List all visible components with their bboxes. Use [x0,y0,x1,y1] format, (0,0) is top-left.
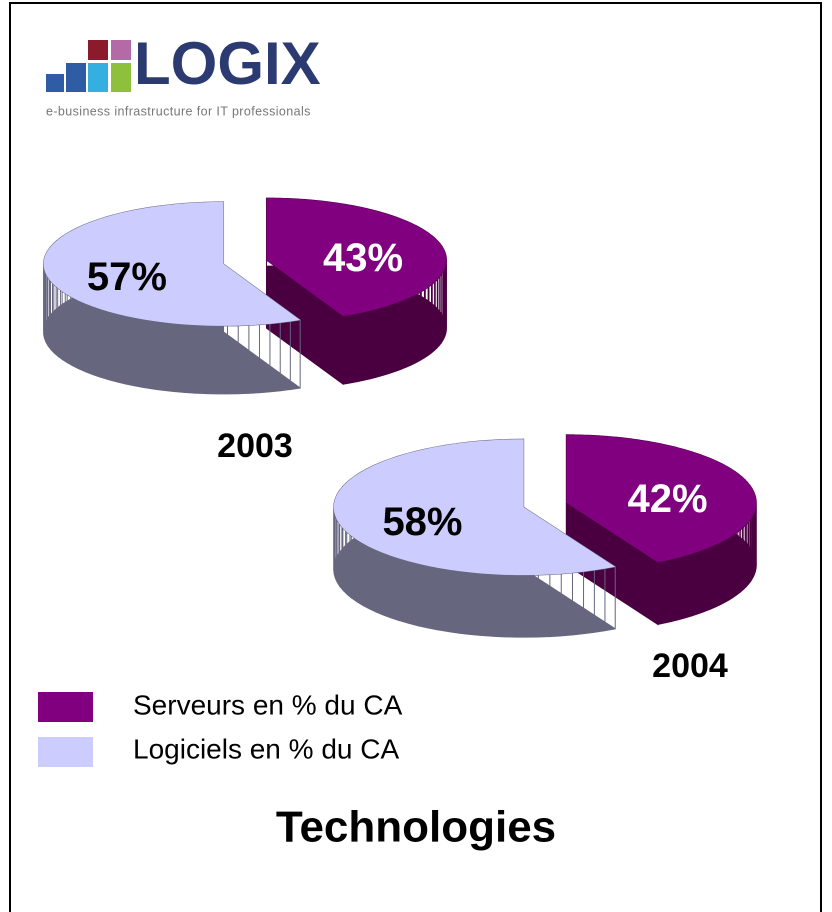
pie-slice [566,434,757,563]
data-label: 57% [87,255,167,299]
logo-tagline: e-business infrastructure for IT profess… [46,104,311,118]
legend-label: Logiciels en % du CA [133,733,399,764]
pie-slice [333,439,616,576]
pie-slice [43,201,301,326]
data-label: 43% [323,236,403,280]
logo-name: LOGIX [134,30,321,97]
logo-square [88,40,108,60]
logo-square [111,63,131,92]
pie-slice [266,198,447,317]
logo-square [88,63,108,92]
logo-square [111,40,131,60]
chart-title: 2003 [217,427,293,465]
data-label: 42% [627,477,707,521]
logo-square [66,63,86,92]
legend-swatch [38,692,93,722]
legend-label: Serveurs en % du CA [133,689,403,720]
heading: Technologies [276,803,556,852]
chart-title: 2004 [652,647,728,685]
logo-icon [46,40,131,92]
data-label: 58% [382,500,462,544]
legend-swatch [38,737,93,767]
logo-square [46,74,64,92]
